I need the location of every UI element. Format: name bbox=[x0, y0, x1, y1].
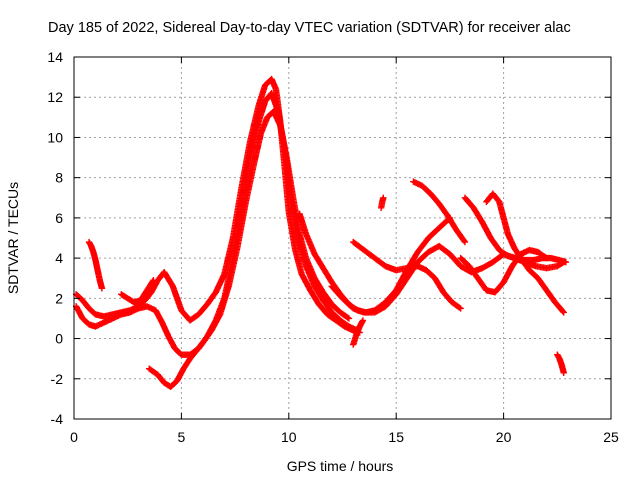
series-points-arc-8 bbox=[410, 178, 469, 246]
y-tick-label: -2 bbox=[51, 371, 64, 387]
chart-title: Day 185 of 2022, Sidereal Day-to-day VTE… bbox=[48, 20, 571, 36]
x-tick-label: 5 bbox=[178, 429, 186, 445]
x-tick-label: 20 bbox=[496, 429, 512, 445]
x-tick-label: 0 bbox=[70, 429, 78, 445]
y-tick-label: 10 bbox=[47, 129, 63, 145]
y-tick-label: 12 bbox=[47, 89, 63, 105]
x-tick-label: 25 bbox=[603, 429, 619, 445]
y-tick-label: 2 bbox=[55, 290, 63, 306]
tick-labels: 0 5 10 15 20 25 -4 -2 0 2 4 6 8 10 12 14 bbox=[47, 49, 619, 445]
series-points-arc-12 bbox=[377, 194, 387, 212]
series-points-arc-14 bbox=[118, 277, 157, 306]
y-tick-label: 6 bbox=[55, 210, 63, 226]
grid-lines bbox=[74, 57, 611, 419]
axis-ticks bbox=[73, 56, 612, 420]
series-points-arc-7 bbox=[350, 238, 464, 312]
series-points-arc-5 bbox=[296, 210, 454, 316]
series-points-arc-4 bbox=[85, 238, 106, 292]
series-points-arc-6 bbox=[328, 242, 567, 316]
y-tick-label: 14 bbox=[47, 49, 63, 65]
series-points-arc-10 bbox=[483, 190, 567, 316]
plot-frame bbox=[73, 56, 612, 420]
series-points-arc-13 bbox=[554, 351, 567, 376]
y-tick-label: 0 bbox=[55, 331, 63, 347]
x-axis-label: GPS time / hours bbox=[287, 458, 394, 474]
y-tick-label: -4 bbox=[51, 411, 64, 427]
data-points bbox=[72, 75, 570, 391]
series-points-arc-11 bbox=[457, 246, 550, 296]
series-points-arc-15 bbox=[350, 317, 367, 348]
x-tick-label: 15 bbox=[388, 429, 404, 445]
y-axis-label: SDTVAR / TECUs bbox=[5, 182, 21, 294]
series-points-arc-3 bbox=[145, 108, 353, 391]
y-tick-label: 4 bbox=[55, 250, 63, 266]
x-tick-label: 10 bbox=[281, 429, 297, 445]
y-tick-label: 8 bbox=[55, 170, 63, 186]
